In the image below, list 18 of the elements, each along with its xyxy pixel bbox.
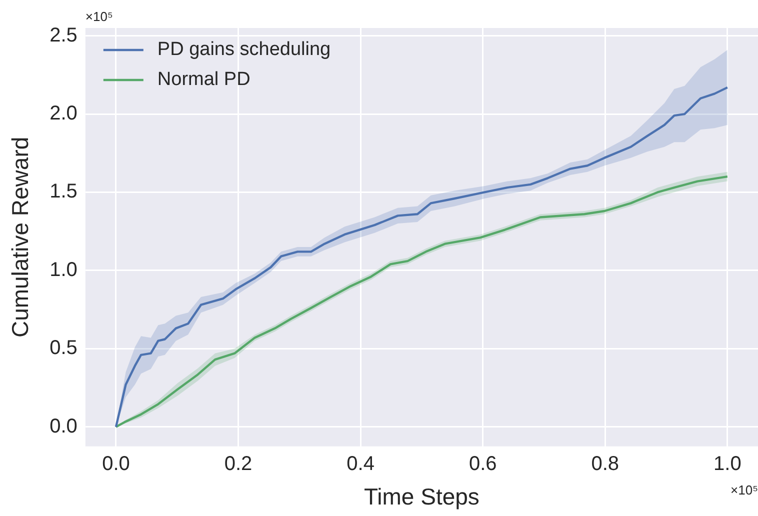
y-tick-label: 2.0	[50, 102, 78, 125]
legend-label: PD gains scheduling	[157, 39, 331, 60]
text: ×10⁵	[730, 482, 758, 498]
y-axis-title: Cumulative Reward	[7, 136, 34, 338]
y-tick-label: 0.0	[50, 415, 78, 438]
x-tick-label: 0.6	[468, 452, 497, 475]
y-tick-label: 2.5	[50, 24, 78, 46]
x-tick-label: 0.8	[591, 452, 620, 475]
x-tick-label: 1.0	[714, 452, 742, 475]
x-tick-label: 0.0	[102, 452, 130, 475]
legend-label: Normal PD	[157, 69, 250, 90]
y-tick-label: 1.0	[50, 258, 78, 281]
y-tick-label: 1.5	[50, 180, 78, 203]
y-tick-label: 0.5	[50, 337, 78, 360]
text: ×10⁵	[85, 9, 113, 24]
x-tick-label: 0.2	[224, 452, 252, 475]
x-tick-label: 0.4	[346, 452, 374, 475]
x-axis-title: Time Steps	[364, 484, 480, 510]
